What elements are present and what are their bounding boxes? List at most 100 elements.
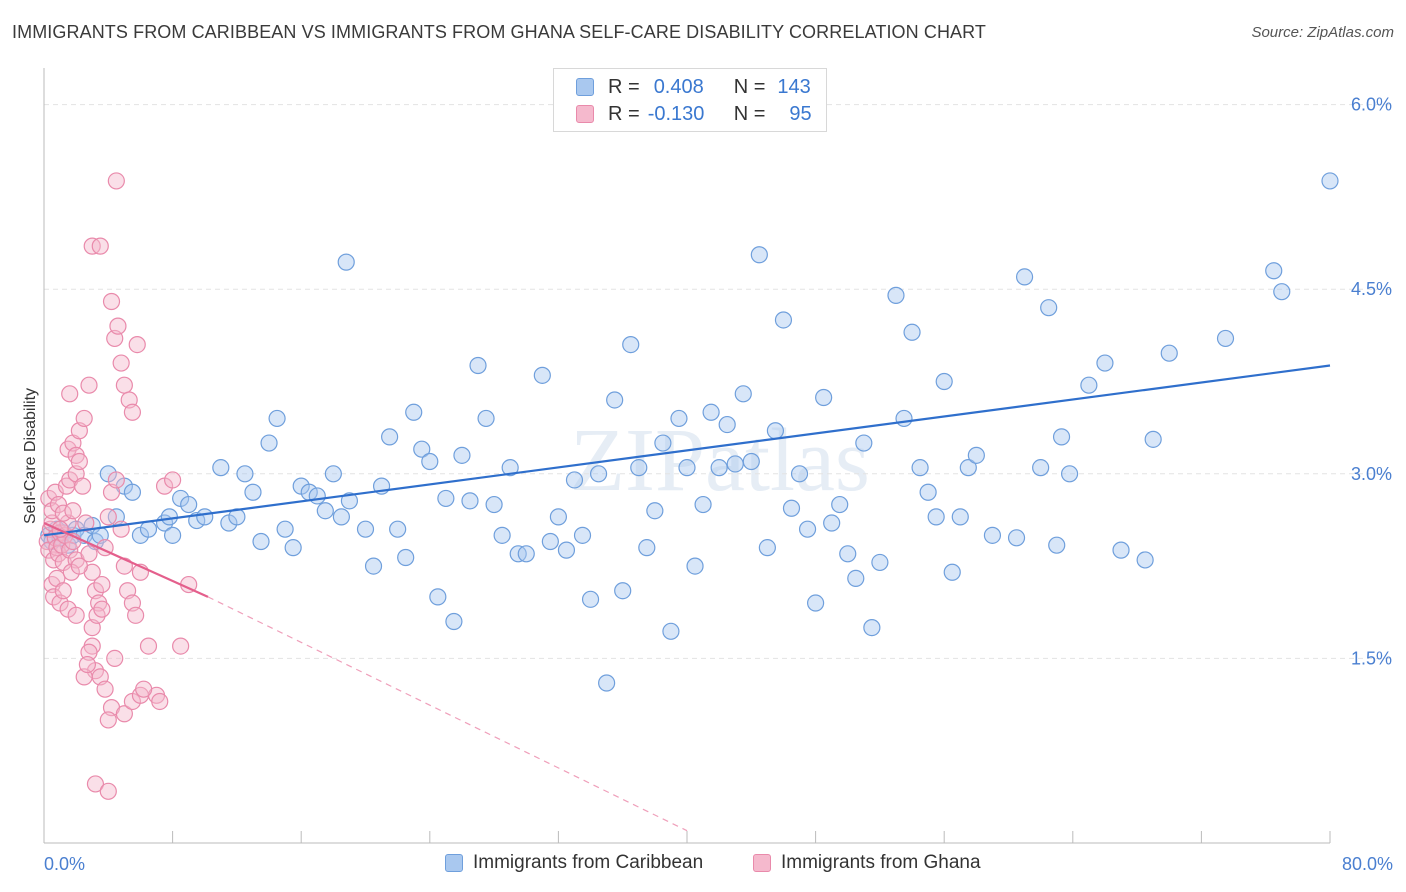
caribbean-point [324,465,342,483]
caribbean-point [847,569,865,588]
caribbean-point [1265,262,1283,280]
y-tick-label: 4.5% [1351,279,1392,299]
ghana-point [49,495,68,514]
caribbean-point [959,459,977,477]
caribbean-point [638,539,656,557]
legend-row-ghana: R = -0.130 N = 95 [576,102,812,126]
ghana-point [86,775,105,793]
caribbean-point [622,335,640,354]
legend-swatch-ghana [753,854,771,872]
caribbean-point [614,582,632,600]
caribbean-point [413,440,431,458]
caribbean-point [750,246,768,264]
ghana-point [115,376,133,394]
ghana-point [99,508,117,526]
legend-n-label: N = [733,75,766,98]
ghana-point [93,575,111,594]
caribbean-point [381,428,399,446]
caribbean-point [477,409,495,428]
caribbean-point [332,508,350,526]
caribbean-point [766,422,785,440]
legend-swatch-caribbean [576,78,594,96]
ghana-point [128,335,146,354]
caribbean-point [871,553,889,572]
ghana-point [80,545,98,563]
source-label: Source: ZipAtlas.com [1251,24,1394,41]
caribbean-point [389,520,407,538]
x-tick-label: 0.0% [44,854,85,874]
x-tick-label: 80.0% [1342,854,1393,874]
caribbean-point [196,508,214,526]
caribbean-point [726,455,744,473]
caribbean-point [364,557,383,575]
ghana-point [77,514,95,532]
caribbean-point [919,483,937,501]
caribbean-point [678,459,696,477]
caribbean-point [180,495,198,514]
caribbean-point [967,446,985,464]
legend-n-value: 95 [789,102,812,125]
ghana-point [172,637,190,655]
caribbean-point [533,366,551,384]
legend-row-caribbean: R = 0.408 N = 143 [576,75,811,99]
caribbean-point [517,545,535,563]
legend-n-value: 143 [777,75,811,98]
caribbean-point [139,520,158,538]
caribbean-point [1160,344,1178,362]
ghana-point [112,354,130,372]
caribbean-point [429,588,447,606]
ghana-point [80,376,98,394]
ghana-trend-line [43,522,209,598]
y-tick-label: 3.0% [1351,464,1392,484]
caribbean-point [1032,459,1050,477]
ghana-point [75,409,93,428]
caribbean-point [244,483,262,501]
ghana-point [91,237,109,255]
caribbean-point [160,508,178,526]
ghana-point [64,502,82,520]
ghana-point [115,557,133,575]
ghana-point [70,557,88,575]
caribbean-point [806,594,825,612]
ghana-point [127,606,145,624]
bottom-legend-caribbean: Immigrants from Caribbean [445,852,703,874]
caribbean-point [453,446,471,464]
caribbean-point [718,415,736,434]
ghana-point [45,588,63,606]
ghana-point [70,452,88,471]
caribbean-point [887,286,905,304]
caribbean-point [630,459,648,477]
caribbean-point [123,483,142,501]
ghana-point [151,692,169,711]
ghana-point [93,600,111,618]
ghana-trend-extension [207,596,688,832]
caribbean-point [855,434,873,452]
caribbean-point [589,465,608,483]
caribbean-point [421,452,439,471]
ghana-point [107,471,125,489]
legend-r-value: -0.130 [647,102,705,125]
caribbean-point [565,471,584,489]
caribbean-point [823,514,841,532]
caribbean-point [927,508,945,526]
caribbean-point [951,508,969,526]
legend-n-label: N = [733,102,766,125]
caribbean-point [606,391,624,409]
caribbean-point [654,434,672,452]
correlation-legend: R = 0.408 N = 143 R = -0.130 N = 95 [553,68,827,132]
caribbean-point [573,526,592,544]
caribbean-point [935,372,953,391]
caribbean-point [461,492,479,510]
ghana-point [73,477,92,495]
legend-swatch-ghana [576,105,594,123]
caribbean-point [686,557,704,575]
caribbean-point [758,539,776,557]
caribbean-point [501,459,519,477]
ghana-point [135,680,153,698]
caribbean-trend-line [43,364,1331,537]
ghana-point [139,637,158,655]
ghana-point [61,385,79,403]
y-axis-label: Self-Care Disability [22,388,39,524]
caribbean-point [774,311,793,329]
caribbean-point [340,492,359,510]
